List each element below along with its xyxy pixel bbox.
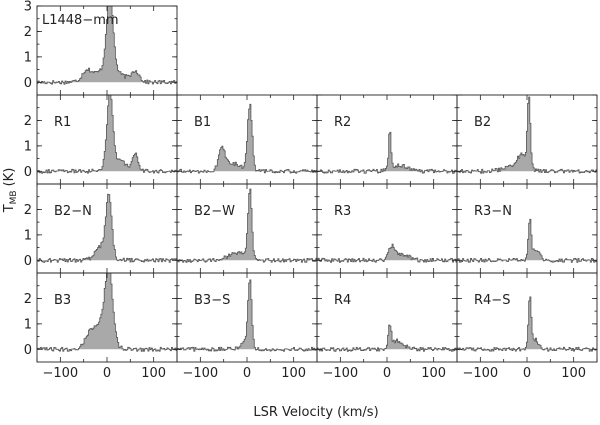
y-tick-label: 1 (24, 50, 32, 65)
panel-label: R4−S (474, 293, 510, 308)
panel-label: B3−S (194, 293, 230, 308)
spectrum-line (37, 193, 178, 263)
spectrum-line (457, 296, 598, 352)
spectrum-line (37, 5, 178, 85)
x-tick-label: −100 (42, 366, 78, 381)
spectrum-panel-3: R2 (316, 94, 458, 185)
spectrum-panel-6: B2−W (176, 183, 318, 274)
y-axis-title-unit: (K) (2, 168, 17, 187)
x-tick-label: −100 (182, 366, 218, 381)
spectrum-fill (317, 325, 457, 352)
spectrum-panel-1: 0 1 2 R1 (24, 94, 178, 185)
spectrum-panel-0: 0 1 2 3 L1448−mm (24, 0, 178, 96)
spectrum-line (37, 272, 178, 352)
y-tick-label: 0 (24, 254, 32, 269)
spectrum-fill (177, 279, 317, 352)
spectrum-fill (457, 97, 597, 174)
spectrum-line (457, 218, 598, 263)
spectrum-line (177, 279, 318, 352)
panel-label: B1 (194, 115, 211, 130)
y-axis-title-main: T (2, 204, 17, 213)
panel-label: B3 (54, 293, 71, 308)
y-axis-title-sub: MB (9, 190, 19, 204)
spectrum-fill (177, 104, 317, 174)
spectrum-fill (37, 194, 177, 263)
panels-layer: 0 1 2 3 L1448−mm 0 1 2 R1 B1 R2 B2 0 1 2 B2−N B2−W R3 R3−N… (24, 0, 598, 381)
panel-label: R2 (334, 115, 351, 130)
y-tick-label: 2 (24, 114, 32, 129)
spectrum-panel-4: B2 (456, 94, 598, 185)
panel-label: R3 (334, 204, 351, 219)
spectrum-fill (457, 219, 597, 263)
y-tick-label: 3 (24, 0, 32, 15)
x-tick-label: −100 (322, 366, 358, 381)
x-axis-title: LSR Velocity (km/s) (253, 405, 378, 420)
y-tick-label: 1 (24, 317, 32, 332)
x-tick-label: 0 (383, 366, 391, 381)
y-tick-label: 0 (24, 76, 32, 91)
panel-label: B2−N (54, 204, 92, 219)
spectrum-panel-9: 0 1 2 −100 0 100 B3 (24, 272, 178, 381)
spectrum-line (457, 96, 598, 174)
y-tick-label: 2 (24, 25, 32, 40)
y-tick-label: 0 (24, 165, 32, 180)
y-tick-label: 1 (24, 228, 32, 243)
spectrum-line (177, 103, 318, 174)
spectrum-panel-2: B1 (176, 94, 318, 185)
y-tick-label: 2 (24, 292, 32, 307)
x-tick-label: 100 (421, 366, 446, 381)
spectrum-line (177, 188, 318, 263)
spectrum-fill (37, 95, 177, 174)
panel-label: L1448−mm (42, 13, 119, 28)
spectrum-fill (37, 6, 177, 85)
spectrum-fill (317, 244, 457, 263)
x-tick-label: 100 (281, 366, 306, 381)
spectrum-panel-8: R3−N (456, 183, 598, 274)
x-tick-label: 100 (561, 366, 586, 381)
spectrum-panel-7: R3 (316, 183, 458, 274)
spectrum-line (317, 243, 458, 263)
x-tick-label: 0 (243, 366, 251, 381)
spectrum-line (37, 94, 178, 174)
panel-label: R3−N (474, 204, 512, 219)
y-axis-title: TMB (K) (2, 168, 19, 214)
x-tick-label: 0 (103, 366, 111, 381)
spectrum-panel-11: −100 0 100 R4 (316, 272, 458, 381)
spectrum-line (317, 324, 458, 352)
y-tick-label: 1 (24, 139, 32, 154)
y-tick-label: 0 (24, 343, 32, 358)
x-tick-label: 0 (523, 366, 531, 381)
x-tick-label: −100 (462, 366, 498, 381)
spectrum-line (317, 131, 458, 174)
panel-label: B2−W (194, 204, 235, 219)
spectrum-panel-10: −100 0 100 B3−S (176, 272, 318, 381)
x-tick-label: 100 (141, 366, 166, 381)
spectrum-fill (37, 273, 177, 352)
panel-label: R4 (334, 293, 351, 308)
spectrum-panel-12: −100 0 100 R4−S (456, 272, 598, 381)
y-tick-label: 2 (24, 203, 32, 218)
spectrum-fill (317, 132, 457, 174)
panel-label: B2 (474, 115, 491, 130)
spectrum-panel-5: 0 1 2 B2−N (24, 183, 178, 274)
spectrum-fill (177, 189, 317, 263)
panel-label: R1 (54, 115, 71, 130)
